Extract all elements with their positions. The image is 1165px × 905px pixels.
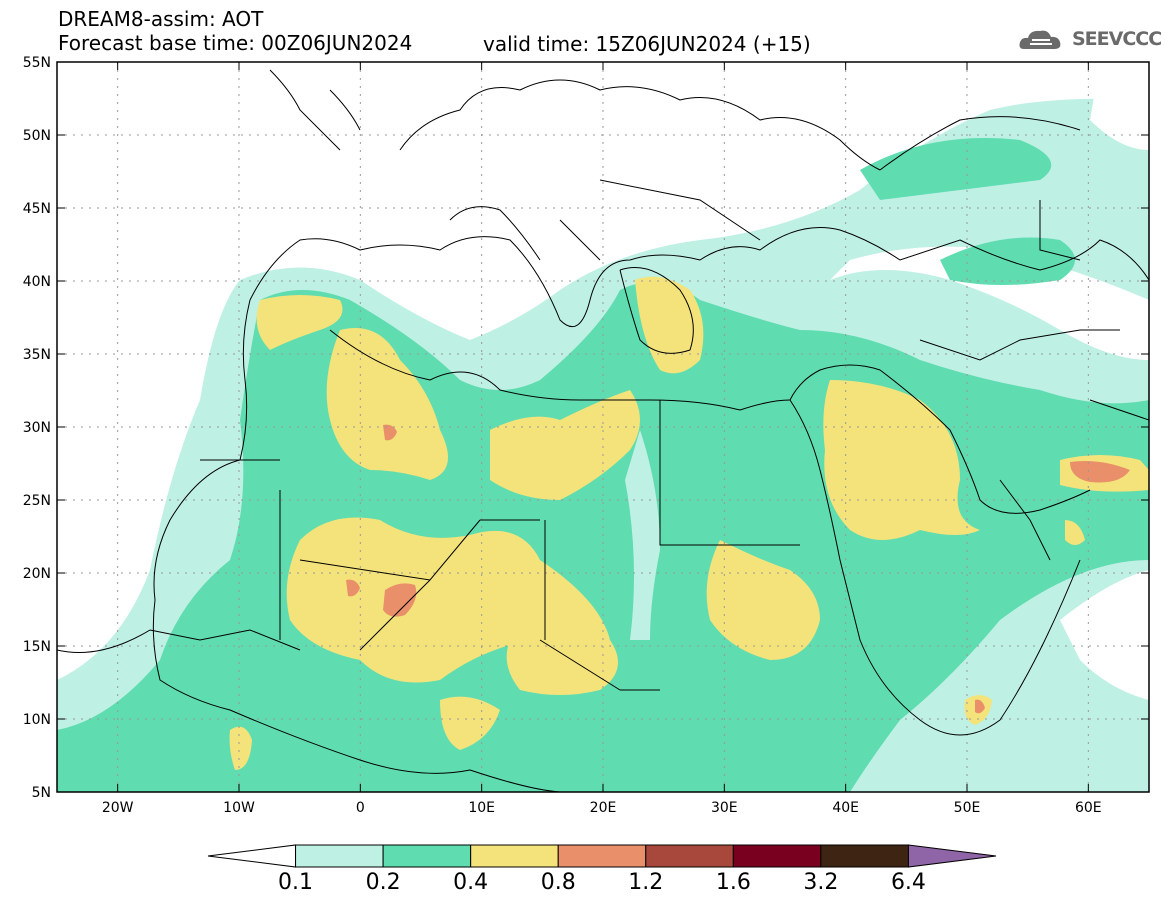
colorbar-level-label: 1.2	[628, 870, 663, 895]
lat-label: 35N	[23, 347, 51, 363]
colorbar-lower-triangle	[207, 844, 297, 868]
lon-label: 40E	[832, 800, 859, 816]
colorbar-level-label: 0.2	[366, 870, 401, 895]
colorbar: 0.1 0.2 0.4 0.8 1.2 1.6 3.2 6.4	[207, 844, 997, 895]
lon-label: 50E	[954, 800, 981, 816]
lat-label: 45N	[23, 201, 51, 217]
lat-label: 20N	[23, 566, 51, 582]
lon-label: 30E	[711, 800, 738, 816]
lon-label: 10W	[223, 800, 255, 816]
colorbar-level-label: 0.1	[278, 870, 313, 895]
lat-label: 10N	[23, 712, 51, 728]
colorbar-swatch	[820, 844, 909, 868]
colorbar-level-label: 0.8	[541, 870, 576, 895]
latitude-axis: 55N 50N 45N 40N 35N 30N 25N 20N 15N 10N 5N	[23, 55, 1149, 801]
forecast-base-time: Forecast base time: 00Z06JUN2024	[58, 31, 413, 55]
colorbar-swatch	[470, 844, 559, 868]
longitude-axis: 20W 10W 0 10E 20E 30E 40E 50E 60E	[102, 62, 1102, 816]
colorbar-swatch	[295, 844, 384, 868]
cloud-logo-icon	[1019, 30, 1061, 49]
graticule	[57, 62, 1149, 792]
lat-label: 55N	[23, 55, 51, 71]
lon-label: 60E	[1075, 800, 1102, 816]
colorbar-swatch	[382, 844, 472, 868]
colorbar-swatch	[645, 844, 734, 868]
valid-time: valid time: 15Z06JUN2024 (+15)	[483, 32, 811, 56]
colorbar-level-label: 1.6	[716, 870, 751, 895]
coastlines	[57, 69, 1149, 792]
lat-label: 30N	[23, 420, 51, 436]
lon-label: 0	[356, 800, 365, 816]
lat-label: 40N	[23, 274, 51, 290]
map-title: DREAM8-assim: AOT	[58, 7, 264, 31]
logo-text: SEEVCCC	[1072, 28, 1162, 50]
colorbar-swatch	[732, 844, 822, 868]
lon-label: 10E	[468, 800, 495, 816]
colorbar-swatch	[557, 844, 647, 868]
colorbar-level-label: 0.4	[453, 870, 488, 895]
colorbar-level-label: 6.4	[891, 870, 926, 895]
lon-label: 20E	[590, 800, 617, 816]
lat-label: 25N	[23, 493, 51, 509]
lat-label: 5N	[32, 785, 51, 801]
lat-label: 50N	[23, 128, 51, 144]
colorbar-level-label: 3.2	[803, 870, 838, 895]
lat-label: 15N	[23, 639, 51, 655]
lon-label: 20W	[102, 800, 134, 816]
colorbar-upper-triangle	[907, 844, 997, 868]
